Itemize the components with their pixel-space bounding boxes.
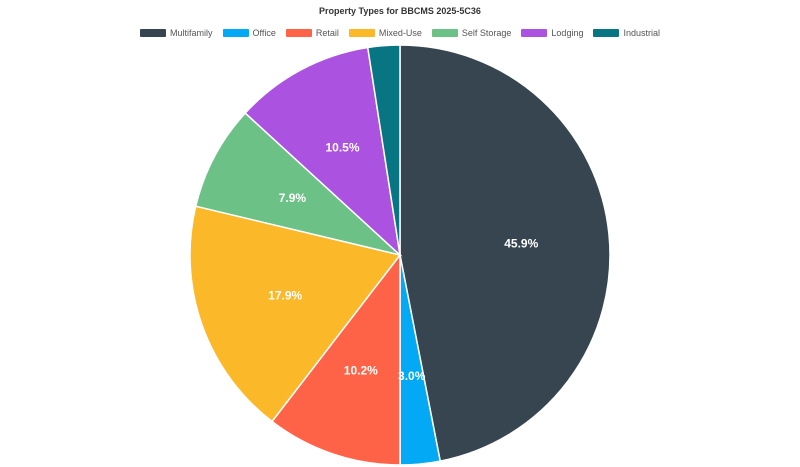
legend-swatch — [140, 29, 166, 37]
slice-value-label: 45.9% — [504, 236, 538, 250]
pie-slice-lodging[interactable] — [244, 46, 402, 257]
slice-value-label: 10.2% — [344, 363, 378, 377]
pie-slice-self-storage[interactable] — [194, 112, 403, 257]
legend-label: Mixed-Use — [378, 28, 422, 38]
slice-value-label: 7.9% — [279, 191, 307, 205]
legend-swatch — [593, 29, 620, 37]
pie-slice-mixed-use[interactable] — [189, 205, 402, 423]
legend-label: Multifamily — [170, 28, 213, 38]
pie-labels: 45.9% 3.0% 10.2% 17.9% 7.9% 10.5% — [268, 141, 538, 384]
legend-swatch — [521, 29, 548, 37]
legend-label: Industrial — [623, 28, 660, 38]
legend-item-mixed-use[interactable]: Mixed-Use — [348, 28, 422, 38]
slice-value-label: 3.0% — [398, 369, 426, 383]
legend-label: Lodging — [551, 28, 584, 38]
legend-swatch — [285, 29, 312, 37]
legend-item-multifamily[interactable]: Multifamily — [140, 28, 213, 38]
legend-item-self-storage[interactable]: Self Storage — [431, 28, 512, 38]
legend-item-retail[interactable]: Retail — [285, 28, 339, 38]
chart-legend: Multifamily Office Retail Mixed-Use Self… — [0, 28, 800, 38]
legend-item-industrial[interactable]: Industrial — [593, 28, 660, 38]
pie-slices — [189, 44, 611, 466]
pie-slice-multifamily[interactable] — [399, 44, 611, 462]
legend-swatch — [431, 29, 458, 37]
legend-item-lodging[interactable]: Lodging — [521, 28, 583, 38]
legend-swatch — [222, 29, 249, 37]
slice-value-label: 17.9% — [268, 289, 302, 303]
legend-item-office[interactable]: Office — [222, 28, 276, 38]
pie-slice-industrial[interactable] — [366, 44, 401, 256]
legend-label: Self Storage — [461, 28, 512, 38]
chart-title: Property Types for BBCMS 2025-5C36 — [319, 6, 481, 16]
legend-label: Retail — [315, 28, 339, 38]
legend-label: Office — [252, 28, 276, 38]
slice-value-label: 10.5% — [326, 141, 360, 155]
pie-slice-retail[interactable] — [270, 252, 401, 466]
legend-swatch — [348, 29, 375, 37]
